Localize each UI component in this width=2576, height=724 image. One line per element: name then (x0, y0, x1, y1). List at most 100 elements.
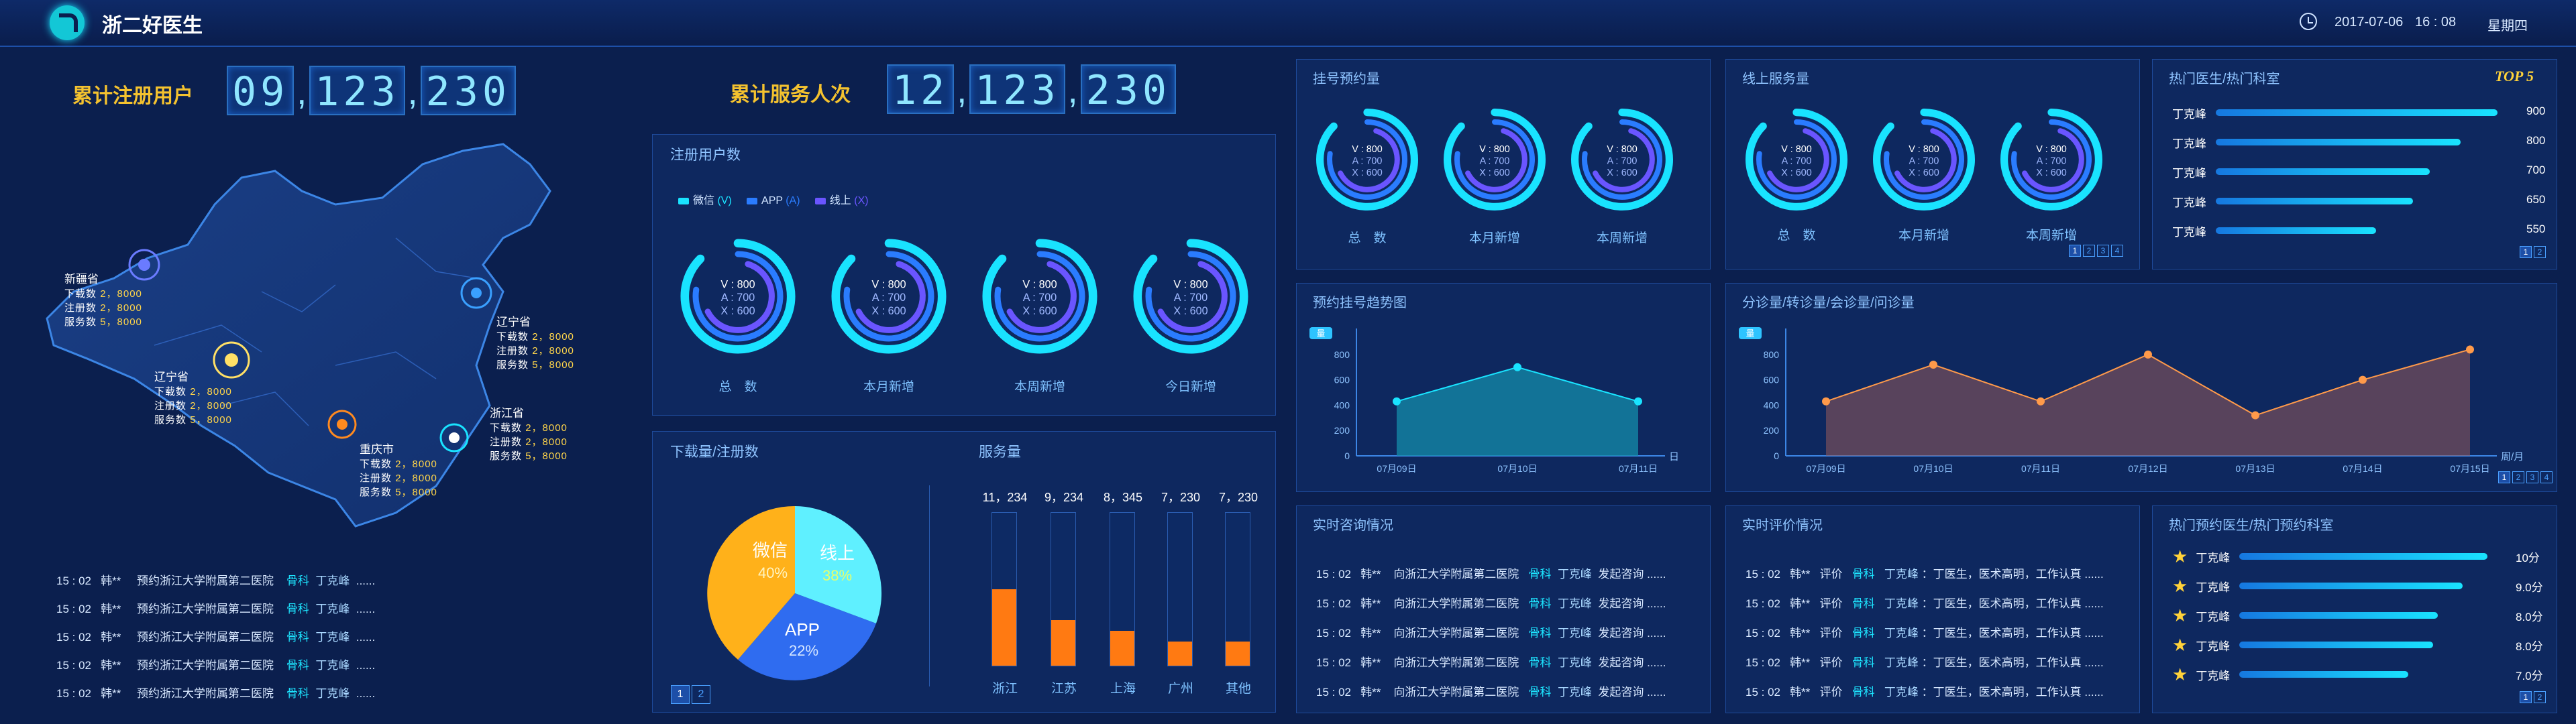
page-button[interactable]: 1 (2498, 471, 2510, 483)
page-button[interactable]: 1 (2069, 245, 2081, 257)
china-map[interactable] (20, 124, 597, 553)
marker-liaoning[interactable] (460, 277, 492, 309)
city-stat: 服务数 5，8000 (360, 485, 437, 499)
city-stat: 注册数 2，8000 (360, 471, 437, 485)
rank-row[interactable]: 丁克峰 (2172, 194, 2413, 209)
page-button[interactable]: 3 (2526, 471, 2538, 483)
data-point[interactable] (2144, 350, 2152, 359)
marker-liaoning-west[interactable] (213, 341, 250, 379)
item-doctor: 丁克峰 (315, 575, 350, 587)
pie-slice-weixin[interactable] (707, 505, 795, 660)
legend-item-weixin[interactable]: 微信 (V) (678, 195, 732, 206)
service-bar[interactable] (1225, 512, 1250, 666)
service-bar[interactable] (991, 512, 1017, 666)
list-item[interactable]: 15 : 02 韩** 预约浙江大学附属第二医院 骨科 丁克峰 ...... (56, 599, 647, 627)
data-point[interactable] (2359, 375, 2367, 384)
page-button[interactable]: 4 (2111, 245, 2123, 257)
list-item[interactable]: 15 : 02 韩** 评价 骨科 丁克峰 ：丁医生，医术高明，工作认真 ...… (1746, 564, 2104, 581)
item-time: 15 : 02 (56, 603, 91, 615)
list-item[interactable]: 15 : 02 韩** 向浙江大学附属第二医院 骨科 丁克峰 发起咨询 ....… (1316, 623, 1666, 640)
page-button[interactable]: 2 (2512, 471, 2524, 483)
list-item[interactable]: 15 : 02 韩** 预约浙江大学附属第二医院 骨科 丁克峰 ...... (56, 684, 647, 712)
item-text: 预约浙江大学附属第二医院 (137, 603, 274, 615)
rank-row[interactable]: ★ 丁克峰 (2172, 664, 2408, 684)
page-button[interactable]: 1 (671, 685, 690, 704)
data-point[interactable] (1634, 397, 1642, 406)
service-bar[interactable] (1110, 512, 1135, 666)
page-button[interactable]: 1 (2520, 246, 2532, 258)
pie-slice-app[interactable] (738, 593, 876, 680)
list-item[interactable]: 15 : 02 韩** 评价 骨科 丁克峰 ：丁医生，医术高明，工作认真 ...… (1746, 623, 2104, 640)
marker-zhejiang[interactable] (439, 423, 469, 452)
list-item[interactable]: 15 : 02 韩** 预约浙江大学附属第二医院 骨科 丁克峰 ...... (56, 627, 647, 656)
data-point[interactable] (1513, 363, 1521, 371)
rank-row[interactable]: 丁克峰 (2172, 106, 2498, 121)
page-button[interactable]: 1 (2520, 691, 2532, 703)
marker-chongqing[interactable] (327, 410, 357, 439)
ring-label: 总 数 (1777, 229, 1816, 243)
list-item[interactable]: 15 : 02 韩** 向浙江大学附属第二医院 骨科 丁克峰 发起咨询 ....… (1316, 564, 1666, 581)
list-item[interactable]: 15 : 02 韩** 向浙江大学附属第二医院 骨科 丁克峰 发起咨询 ....… (1316, 653, 1666, 670)
service-bar[interactable] (1167, 512, 1193, 666)
clock-icon (2300, 13, 2317, 30)
service-bar[interactable] (1051, 512, 1076, 666)
rank-row[interactable]: ★ 丁克峰 (2172, 635, 2433, 655)
ring-value-v: V : 800 (2036, 144, 2067, 155)
legend-label: 线上 (829, 195, 851, 206)
rank-row[interactable]: 丁克峰 (2172, 224, 2377, 239)
legend-label: 微信 (693, 195, 715, 206)
data-point[interactable] (2037, 397, 2045, 406)
city-stat: 服务数 5，8000 (490, 448, 568, 463)
page-button[interactable]: 2 (692, 685, 710, 704)
rank-row[interactable]: ★ 丁克峰 (2172, 576, 2463, 596)
page-button[interactable]: 2 (2534, 246, 2546, 258)
legend-item-app[interactable]: APP (A) (747, 195, 800, 206)
list-item[interactable]: 15 : 02 韩** 向浙江大学附属第二医院 骨科 丁克峰 发起咨询 ....… (1316, 594, 1666, 611)
ring-arc-app (1327, 119, 1407, 200)
item-time: 15 : 02 (56, 687, 91, 700)
data-point[interactable] (2251, 411, 2259, 420)
marker-xinjiang[interactable] (128, 249, 160, 281)
page-button[interactable]: 2 (2083, 245, 2095, 257)
page-button[interactable]: 2 (2534, 691, 2546, 703)
rank-row[interactable]: 丁克峰 (2172, 135, 2461, 150)
list-item[interactable]: 15 : 02 韩** 预约浙江大学附属第二医院 骨科 丁克峰 ...... (56, 656, 647, 684)
data-point[interactable] (1929, 361, 1937, 369)
list-item[interactable]: 15 : 02 韩** 预约浙江大学附属第二医院 骨科 丁克峰 ...... (56, 571, 647, 599)
list-item[interactable]: 15 : 02 韩** 评价 骨科 丁克峰 ：丁医生，医术高明，工作认真 ...… (1746, 653, 2104, 670)
pie-slice-online[interactable] (795, 506, 882, 623)
page-button[interactable]: 3 (2097, 245, 2109, 257)
legend-item-online[interactable]: 线上 (X) (814, 195, 869, 206)
data-point[interactable] (1822, 397, 1830, 406)
item-doctor: 丁克峰 (1557, 656, 1592, 669)
counter-comma: , (957, 70, 967, 111)
ring-arc-online (1006, 261, 1077, 333)
ring-value-x: X : 600 (1479, 168, 1510, 178)
page-button[interactable]: 4 (2540, 471, 2553, 483)
list-item[interactable]: 15 : 02 韩** 评价 骨科 丁克峰 ：丁医生，医术高明，工作认真 ...… (1746, 594, 2104, 611)
rank-row[interactable]: ★ 丁克峰 (2172, 605, 2438, 625)
ring-legend: 微信 (V) APP (A) 线上 (X) (678, 191, 869, 207)
list-item[interactable]: 15 : 02 韩** 向浙江大学附属第二医院 骨科 丁克峰 发起咨询 ....… (1316, 682, 1666, 699)
item-dept: 骨科 (1528, 568, 1552, 581)
data-point[interactable] (2466, 345, 2474, 354)
rank-row[interactable]: ★ 丁克峰 (2172, 546, 2488, 566)
bar-category-label: 浙江 (991, 682, 1018, 696)
item-dept: 骨科 (286, 659, 309, 672)
list-item[interactable]: 15 : 02 韩** 评价 骨科 丁克峰 ：丁医生，医术高明，工作认真 ...… (1746, 682, 2104, 699)
item-tail: 发起咨询 ...... (1598, 627, 1666, 640)
rank-row[interactable]: 丁克峰 (2172, 165, 2430, 180)
served-count-counter: 12, 123, 230 (887, 64, 1177, 114)
data-point[interactable] (1393, 397, 1401, 406)
